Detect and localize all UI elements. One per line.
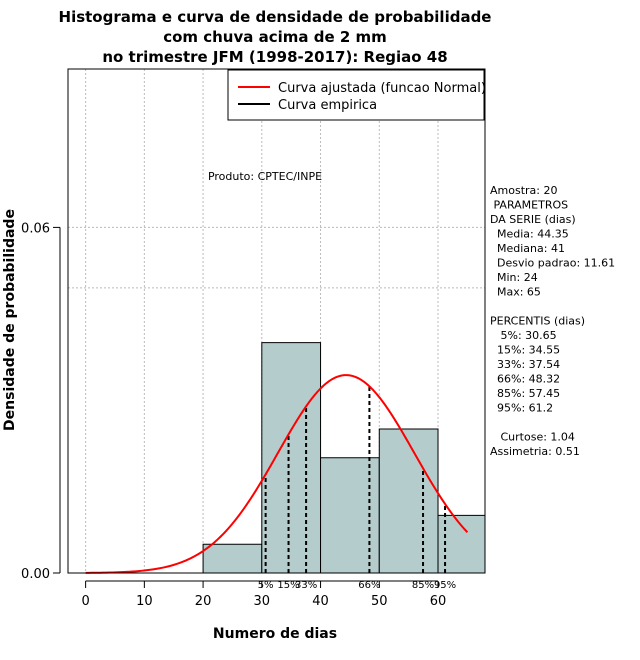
stat-line-13: 66%: 48.32 bbox=[490, 373, 560, 386]
x-tick-label-4: 40 bbox=[312, 594, 329, 609]
legend-label-fitted: Curva ajustada (funcao Normal) bbox=[278, 81, 486, 96]
plot-border bbox=[67, 68, 486, 574]
histogram-bar-3 bbox=[379, 429, 439, 573]
x-axis-label: Numero de dias bbox=[213, 626, 337, 642]
y-axis: 0.00 0.06 bbox=[21, 221, 61, 582]
stat-line-11: 15%: 34.55 bbox=[490, 344, 560, 357]
x-tick-label-0: 0 bbox=[81, 594, 89, 609]
legend-label-empirical: Curva empirica bbox=[278, 98, 377, 113]
stat-line-6: Min: 24 bbox=[490, 271, 538, 284]
histogram-bars bbox=[202, 342, 486, 574]
histogram-bar-2 bbox=[320, 457, 380, 573]
x-tick-label-3: 30 bbox=[254, 594, 271, 609]
chart-title-line-3: no trimestre JFM (1998-2017): Regiao 48 bbox=[102, 48, 447, 66]
histogram-bar-1 bbox=[261, 342, 321, 573]
y-axis-label: Densidade de probabilidade bbox=[2, 209, 18, 431]
grid bbox=[68, 69, 485, 574]
percentile-label-4: 85% bbox=[412, 580, 434, 591]
stat-line-17: Curtose: 1.04 bbox=[490, 431, 575, 444]
legend: Curva ajustada (funcao Normal) Curva emp… bbox=[227, 69, 486, 121]
normal-curve bbox=[85, 374, 469, 574]
y-tick-label-0: 0.00 bbox=[21, 567, 50, 582]
stat-line-10: 5%: 30.65 bbox=[490, 329, 557, 342]
histogram-bar-outline-3 bbox=[378, 428, 439, 573]
x-tick-label-2: 20 bbox=[195, 594, 212, 609]
stat-line-14: 85%: 57.45 bbox=[490, 387, 560, 400]
percentile-label-3: 66% bbox=[358, 580, 380, 591]
percentile-label-2: 33% bbox=[295, 580, 317, 591]
x-tick-label-5: 50 bbox=[371, 594, 388, 609]
percentile-label-5: 95% bbox=[434, 580, 456, 591]
stat-line-2: DA SERIE (dias) bbox=[490, 213, 576, 226]
chart-title-line-1: Histograma e curva de densidade de proba… bbox=[59, 8, 492, 26]
x-tick-label-1: 10 bbox=[136, 594, 153, 609]
stat-line-7: Max: 65 bbox=[490, 286, 541, 299]
stat-line-5: Desvio padrao: 11.61 bbox=[490, 257, 615, 270]
percentile-label-1: 15% bbox=[277, 580, 299, 591]
percentile-lines: 5% 15%33% 66% 85% 95% bbox=[258, 386, 456, 591]
legend-box bbox=[227, 69, 485, 121]
stat-line-12: 33%: 37.54 bbox=[490, 358, 560, 371]
stat-line-3: Media: 44.35 bbox=[490, 228, 569, 241]
percentile-label-0: 5% bbox=[258, 580, 274, 591]
normal-curve-line bbox=[85, 374, 469, 574]
x-tick-label-6: 60 bbox=[430, 594, 447, 609]
stat-line-0: Amostra: 20 bbox=[490, 184, 557, 197]
stat-line-15: 95%: 61.2 bbox=[490, 402, 553, 415]
stat-line-9: PERCENTIS (dias) bbox=[490, 315, 585, 328]
stat-line-4: Mediana: 41 bbox=[490, 242, 565, 255]
source-annotation: Produto: CPTEC/INPE bbox=[208, 170, 322, 183]
histogram-bar-0 bbox=[203, 544, 262, 573]
y-tick-label-1: 0.06 bbox=[21, 221, 50, 236]
chart-title-line-2: com chuva acima de 2 mm bbox=[163, 28, 387, 46]
stat-line-1: PARAMETROS bbox=[490, 199, 568, 212]
stat-line-18: Assimetria: 0.51 bbox=[490, 445, 580, 458]
x-axis: 0 10 20 30 40 50 60 bbox=[81, 580, 447, 609]
